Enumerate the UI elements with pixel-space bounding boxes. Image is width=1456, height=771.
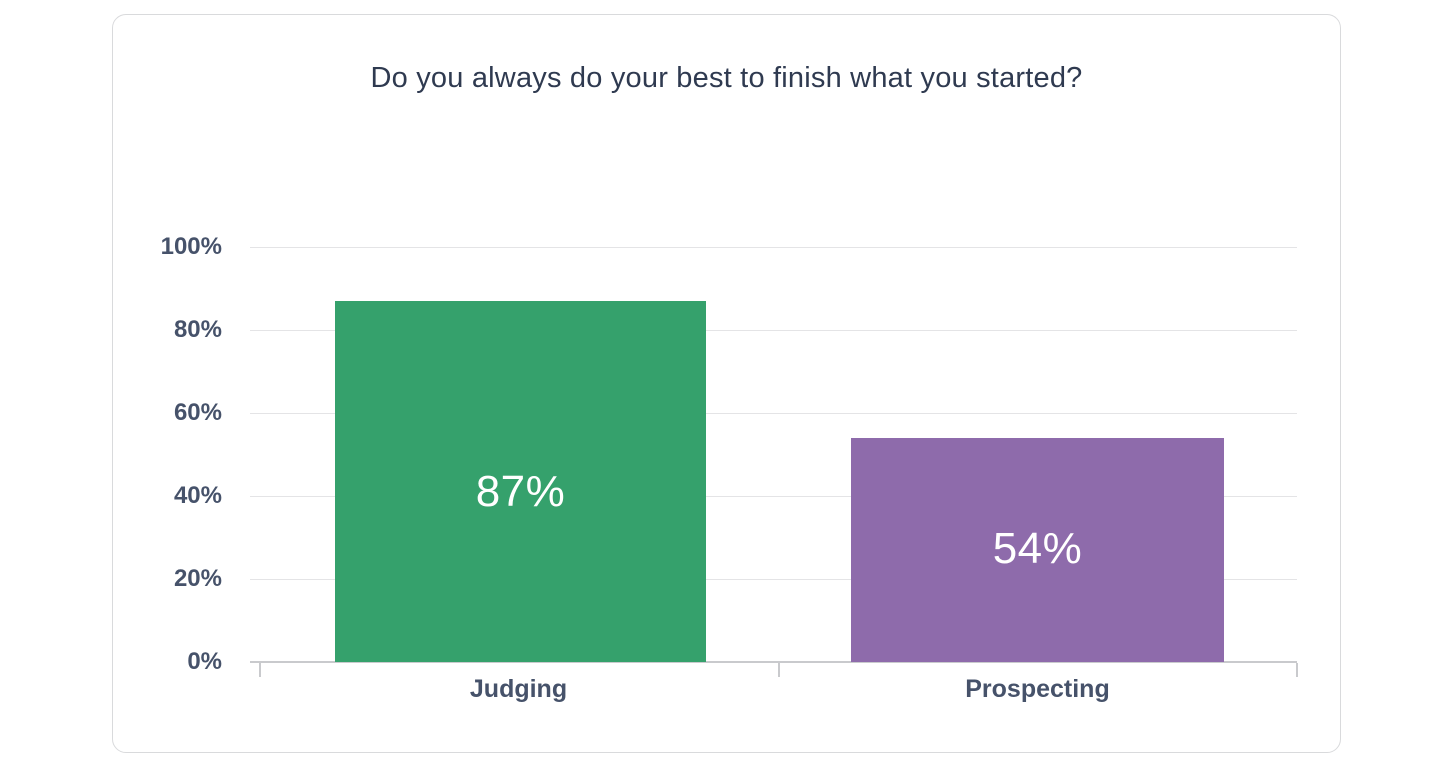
y-tick-label-80: 80% [173, 316, 222, 343]
gridline-60 [250, 413, 1297, 414]
y-tick-label-20: 20% [173, 565, 222, 592]
y-tick-label-60: 60% [173, 399, 222, 426]
y-tick-label-40: 40% [173, 482, 222, 509]
gridline-100 [250, 247, 1297, 248]
chart-title: Do you always do your best to finish wha… [370, 62, 1083, 94]
bar-value-label-judging: 87% [475, 467, 566, 516]
bar-prospecting: 54% [851, 438, 1224, 662]
x-axis-line [250, 661, 1297, 663]
gridline-20 [250, 579, 1297, 580]
x-category-label-prospecting: Prospecting [965, 675, 1110, 703]
bar-value-label-prospecting: 54% [992, 524, 1083, 573]
x-axis-tick-2 [1296, 663, 1298, 677]
x-axis-tick-0 [259, 663, 261, 677]
x-axis-tick-1 [778, 663, 780, 677]
y-tick-label-100: 100% [160, 233, 222, 260]
gridline-40 [250, 496, 1297, 497]
bar-judging: 87% [335, 301, 706, 662]
gridline-80 [250, 330, 1297, 331]
x-category-label-judging: Judging [469, 675, 568, 703]
y-tick-label-0: 0% [187, 648, 222, 675]
